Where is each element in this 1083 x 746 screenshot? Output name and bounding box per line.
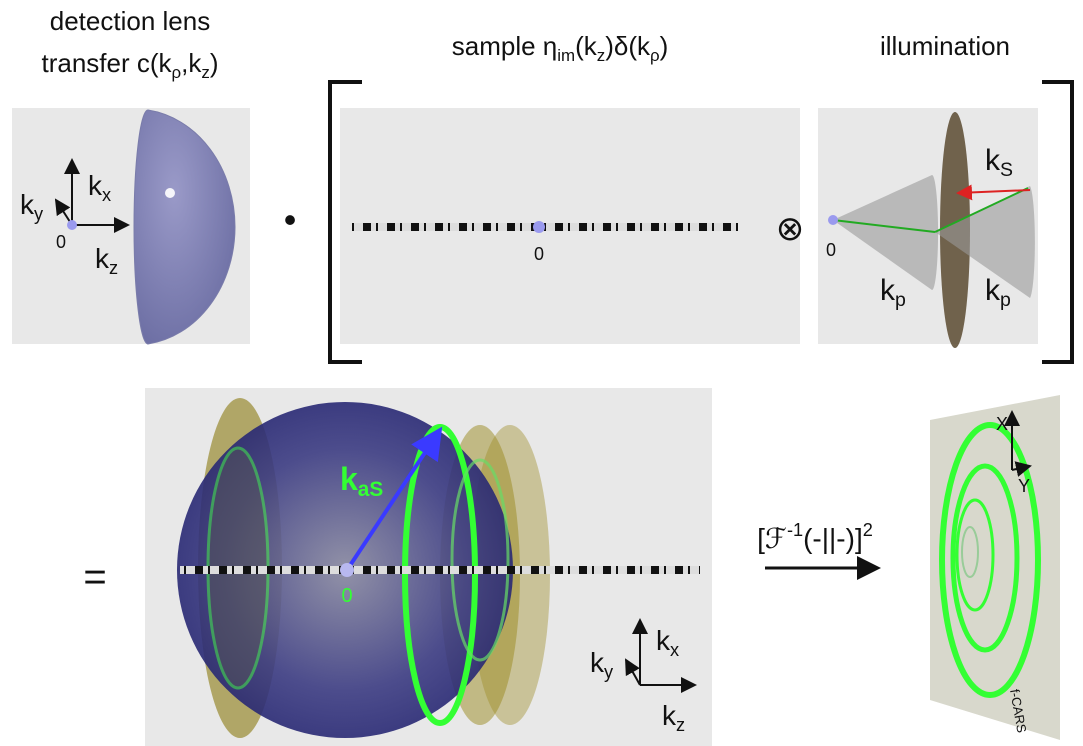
operator: = (83, 555, 106, 599)
text-part: ρ (172, 63, 182, 82)
text-part: k (20, 189, 35, 220)
text-part: z (109, 258, 118, 278)
transform-label: [ℱ-1(-||-)]2 (757, 520, 873, 554)
text-part: k (656, 625, 671, 656)
detection-subtitle: transfer c(kρ,kz) (42, 48, 219, 82)
origin-label: 0 (341, 585, 352, 607)
origin-dot (533, 221, 545, 233)
text-part: S (1000, 159, 1013, 181)
text-part: z (676, 715, 685, 735)
text-part: z (201, 63, 209, 82)
text-part: ,k (181, 48, 202, 78)
detection-title: detection lens (50, 6, 210, 36)
origin-label: 0 (826, 240, 836, 260)
text-part: k (985, 274, 1001, 307)
figure: detection lens transfer c(kρ,kz) sample … (0, 0, 1083, 746)
axis-label: X (996, 414, 1008, 434)
text-part: aS (358, 478, 384, 501)
text-part: z (597, 46, 605, 65)
origin-dot (828, 215, 838, 225)
text-part: k (88, 170, 103, 201)
text-part: k (340, 461, 358, 497)
text-part: x (102, 185, 111, 205)
text-part: p (1000, 289, 1011, 311)
text-part: k (590, 647, 605, 678)
text-part: ) (210, 48, 219, 78)
sample-title: sample ηim(kz)δ(kρ) (452, 31, 669, 65)
highlight (165, 188, 175, 198)
text-part: 2 (863, 520, 873, 540)
text-part: -1 (787, 520, 803, 540)
origin-label: 0 (56, 232, 66, 252)
text-part: y (34, 204, 44, 224)
illumination-title: illumination (880, 31, 1010, 61)
axis-label: Y (1018, 476, 1030, 496)
text-part: k (662, 700, 677, 731)
text-part: p (895, 289, 906, 311)
text-part: transfer c(k (42, 48, 173, 78)
text-part: [ℱ (757, 523, 787, 554)
text-part: (k (575, 31, 598, 61)
origin-dot (340, 563, 354, 577)
text-part: im (557, 46, 575, 65)
k-axis (180, 566, 700, 574)
text-part: ρ (650, 46, 660, 65)
text-part: (-||-)] (803, 523, 863, 554)
operator: ⊗ (776, 210, 805, 248)
origin-dot (67, 220, 77, 230)
text-part: k (985, 144, 1001, 177)
text-part: )δ(k (605, 31, 651, 61)
origin-label: 0 (534, 244, 544, 264)
text-part: sample η (452, 31, 558, 61)
bracket (1042, 82, 1072, 362)
text-part: y (604, 662, 614, 682)
operator: • (284, 199, 297, 240)
text-part: ) (660, 31, 669, 61)
text-part: x (670, 640, 679, 660)
text-part: k (95, 243, 110, 274)
text-part: k (880, 274, 896, 307)
